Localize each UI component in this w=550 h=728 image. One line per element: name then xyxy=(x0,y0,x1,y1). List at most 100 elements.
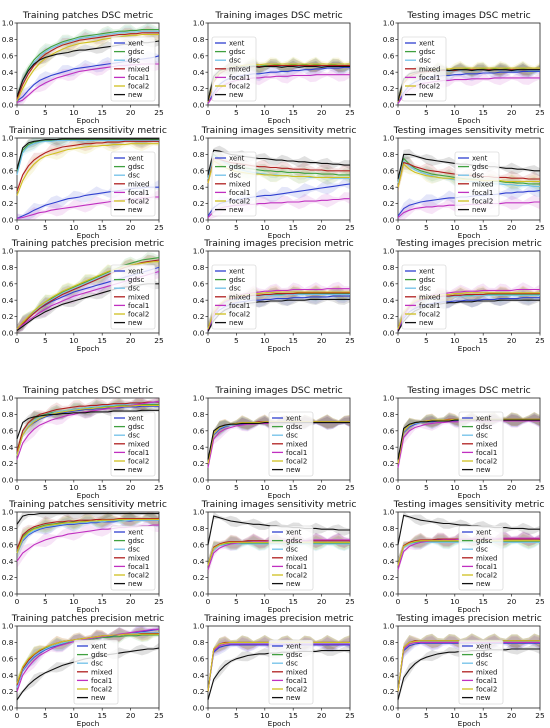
y-tick-label: 0.0 xyxy=(383,329,395,338)
legend-box xyxy=(110,525,156,591)
legend-label-dsc: dsc xyxy=(128,546,140,554)
series-line-focal2 xyxy=(16,518,159,554)
legend-label-mixed: mixed xyxy=(229,293,250,301)
chart-title: Testing images DSC metric xyxy=(406,10,530,21)
legend-label-mixed: mixed xyxy=(419,65,440,73)
legend-label-new: new xyxy=(476,466,491,474)
legend-label-mixed: mixed xyxy=(472,180,493,188)
chart-title: Testing images precision metric xyxy=(395,238,542,249)
y-tick-label: 0.0 xyxy=(193,101,205,110)
series-band-focal1 xyxy=(208,67,350,105)
x-tick-label: 10 xyxy=(260,597,270,606)
y-tick-label: 0.8 xyxy=(383,524,395,533)
series-band-dsc xyxy=(208,415,350,466)
series-band-mixed xyxy=(17,398,159,454)
y-tick-label: 0.4 xyxy=(2,183,14,192)
y-tick-label: 0.0 xyxy=(193,590,205,599)
legend-label-new: new xyxy=(286,694,301,702)
chart-panel-2: Training images DSC metric 0 5 10 15 20 25 0.0 0… xyxy=(193,10,355,125)
y-tick-label: 0.4 xyxy=(2,443,14,452)
legend-label-gdsc: gdsc xyxy=(229,276,246,284)
x-tick-label: 0 xyxy=(15,597,20,606)
legend-label-dsc: dsc xyxy=(128,432,140,440)
x-axis-label: Epoch xyxy=(77,116,100,125)
y-tick-label: 0.4 xyxy=(383,557,395,566)
x-tick-label: 25 xyxy=(345,336,355,345)
x-tick-label: 0 xyxy=(396,597,401,606)
legend-label-mixed: mixed xyxy=(476,668,497,676)
legend-label-focal2: focal2 xyxy=(286,572,307,580)
legend-label-dsc: dsc xyxy=(286,546,298,554)
series-band-new xyxy=(208,512,350,551)
legend-label-dsc: dsc xyxy=(128,57,140,65)
series-band-xent xyxy=(398,412,540,469)
y-tick-label: 1.0 xyxy=(2,247,14,256)
y-tick-label: 0.8 xyxy=(383,263,395,272)
x-tick-label: 15 xyxy=(288,223,298,232)
x-tick-label: 25 xyxy=(345,108,355,117)
legend-label-new: new xyxy=(128,319,143,327)
legend-label-focal2: focal2 xyxy=(128,458,149,466)
x-tick-label: 10 xyxy=(260,108,270,117)
y-tick-label: 0.2 xyxy=(2,199,14,208)
chart-panel-16: Training patches precision metric 0 5 10 15 2… xyxy=(2,613,164,728)
legend-label-focal1: focal1 xyxy=(472,189,493,197)
y-tick-label: 0.8 xyxy=(193,150,205,159)
x-tick-label: 25 xyxy=(154,108,164,117)
x-tick-label: 5 xyxy=(43,597,48,606)
legend-label-xent: xent xyxy=(472,155,488,163)
series-line-new xyxy=(16,513,159,525)
y-tick-label: 0.4 xyxy=(193,296,205,305)
legend-label-focal1: focal1 xyxy=(419,302,440,310)
y-tick-label: 0.2 xyxy=(193,199,205,208)
legend-box xyxy=(110,151,156,217)
series-line-dsc xyxy=(16,139,159,176)
x-tick-label: 0 xyxy=(15,483,20,492)
y-tick-label: 0.2 xyxy=(2,573,14,582)
y-tick-label: 0.2 xyxy=(193,459,205,468)
legend-label-focal2: focal2 xyxy=(91,686,112,694)
x-tick-label: 20 xyxy=(507,108,517,117)
chart-title: Training images sensitivity metric xyxy=(201,125,357,136)
x-tick-label: 0 xyxy=(206,597,211,606)
x-axis-label: Epoch xyxy=(458,344,481,353)
x-tick-label: 5 xyxy=(424,223,429,232)
y-tick-label: 0.0 xyxy=(2,216,14,225)
x-tick-label: 10 xyxy=(450,223,460,232)
x-tick-label: 25 xyxy=(154,336,164,345)
legend-label-xent: xent xyxy=(476,529,492,537)
series-line-focal2 xyxy=(16,404,159,456)
y-tick-label: 0.4 xyxy=(193,671,205,680)
y-tick-label: 0.8 xyxy=(193,524,205,533)
y-tick-label: 0.6 xyxy=(2,51,14,60)
legend-label-new: new xyxy=(229,206,244,214)
chart-title: Testing images precision metric xyxy=(395,613,542,624)
legend-label-xent: xent xyxy=(286,415,302,423)
legend-label-focal2: focal2 xyxy=(476,686,497,694)
series-band-new xyxy=(398,512,540,549)
legend-label-focal1: focal1 xyxy=(286,677,307,685)
legend-label-dsc: dsc xyxy=(419,57,431,65)
legend-label-gdsc: gdsc xyxy=(229,48,246,56)
chart-panel-10: Training patches DSC metric 0 5 10 15 20 25 0.0… xyxy=(2,385,164,500)
x-tick-label: 0 xyxy=(206,108,211,117)
x-tick-label: 25 xyxy=(535,711,545,720)
x-tick-label: 20 xyxy=(507,336,517,345)
y-tick-label: 0.0 xyxy=(383,216,395,225)
legend-box xyxy=(401,264,447,330)
legend-box xyxy=(73,639,119,705)
legend-box xyxy=(268,525,314,591)
y-tick-label: 0.4 xyxy=(2,68,14,77)
y-tick-label: 0.2 xyxy=(383,199,395,208)
y-tick-label: 0.4 xyxy=(193,183,205,192)
x-axis-label: Epoch xyxy=(458,116,481,125)
series-band-focal2 xyxy=(208,414,350,466)
x-axis-label: Epoch xyxy=(77,491,100,500)
y-tick-label: 0.4 xyxy=(383,671,395,680)
legend-label-focal1: focal1 xyxy=(128,302,149,310)
